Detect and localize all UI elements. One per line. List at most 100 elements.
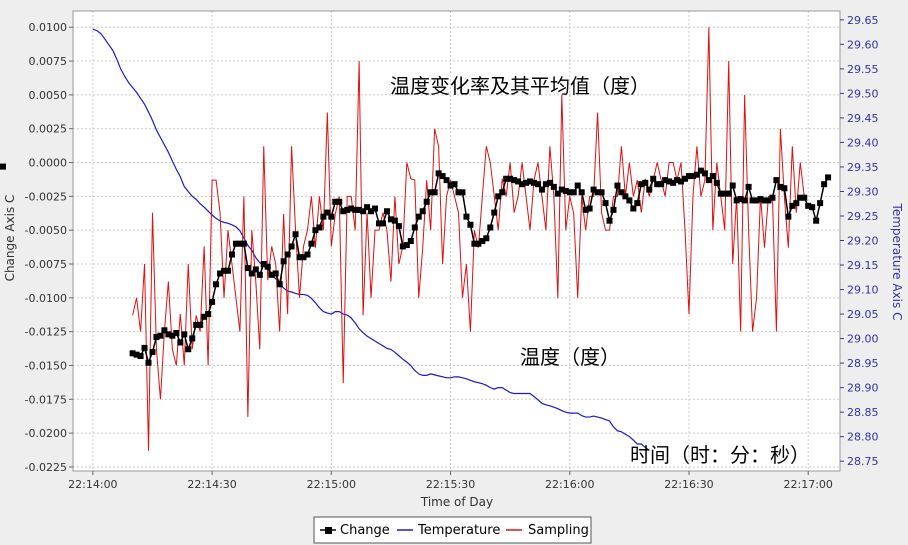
change-point (165, 331, 172, 338)
x-tick-label: 22:15:30 (426, 478, 475, 491)
change-point (511, 177, 518, 184)
change-point (781, 185, 788, 192)
change-point (312, 227, 319, 234)
change-point (737, 196, 744, 203)
change-point (423, 198, 430, 205)
change-point (228, 251, 235, 258)
x-tick-label: 22:14:30 (187, 478, 236, 491)
change-point (376, 220, 383, 227)
change-point (682, 175, 689, 182)
change-point (431, 189, 438, 196)
change-point (0, 163, 6, 170)
legend-frame (313, 516, 592, 544)
change-point (332, 198, 339, 205)
change-point (240, 240, 247, 247)
y-right-tick-label: 29.30 (847, 185, 879, 198)
series-sampling-line (132, 27, 805, 451)
y-right-tick-label: 29.65 (847, 14, 879, 27)
y-right-tick-label: 29.40 (847, 136, 879, 149)
change-point (169, 332, 176, 339)
legend: Change Temperature Sampling (313, 516, 592, 544)
y-right-tick-label: 28.85 (847, 406, 879, 419)
change-point (352, 206, 359, 213)
y-left-tick-label: -0.0200 (25, 427, 67, 440)
y-left-tick-label: -0.0075 (25, 258, 67, 271)
y-right-tick-label: 29.60 (847, 38, 879, 51)
change-point (507, 175, 514, 182)
change-point (272, 270, 279, 277)
y-left-tick-label: -0.0100 (25, 292, 67, 305)
change-point (801, 194, 808, 201)
change-point (546, 179, 553, 186)
change-point (189, 335, 196, 342)
change-point (570, 189, 577, 196)
change-point (356, 206, 363, 213)
change-point (201, 313, 208, 320)
change-point (666, 178, 673, 185)
change-point (578, 189, 585, 196)
y-axis-right-label: Temperature Axis C (890, 203, 904, 321)
change-point (479, 238, 486, 244)
change-point (447, 182, 454, 189)
change-point (650, 175, 657, 182)
change-point (173, 330, 180, 336)
change-point (733, 197, 740, 204)
change-point (697, 167, 704, 174)
series-temperature-line (92, 28, 650, 451)
change-point (701, 170, 708, 177)
change-point (789, 202, 796, 209)
change-point (451, 181, 458, 188)
change-point (368, 208, 375, 215)
change-point (638, 181, 645, 188)
change-point (236, 240, 243, 247)
change-point (455, 189, 462, 196)
change-point (467, 221, 474, 228)
change-point (586, 205, 593, 212)
change-point (534, 181, 541, 188)
change-point (793, 200, 800, 207)
y-right-tick-label: 29.45 (847, 112, 879, 125)
y-left-tick-label: 0.0100 (29, 21, 68, 34)
y-right-tick-label: 29.15 (847, 259, 879, 272)
y-left-tick-label: -0.0225 (25, 461, 67, 474)
change-point (654, 181, 661, 188)
change-point (387, 216, 394, 223)
change-point (662, 177, 669, 184)
change-point (320, 213, 327, 220)
change-point (316, 224, 323, 231)
y-right-tick-label: 28.80 (847, 431, 879, 444)
change-point (459, 189, 466, 196)
change-point (729, 182, 736, 189)
change-point (515, 178, 522, 185)
change-point (256, 271, 263, 278)
y-left-tick-label: -0.0025 (25, 190, 67, 203)
change-point (491, 209, 498, 216)
change-point (821, 181, 828, 188)
change-point (205, 311, 212, 318)
change-point (379, 220, 386, 227)
change-point (415, 213, 422, 220)
change-point (626, 197, 633, 204)
change-point (685, 173, 692, 180)
change-point (725, 190, 732, 197)
change-point (817, 200, 824, 207)
change-point (232, 240, 239, 247)
change-point (248, 270, 255, 277)
change-point (646, 186, 653, 193)
change-point (360, 208, 367, 215)
change-point (602, 200, 609, 207)
change-point (527, 178, 534, 185)
change-point (443, 177, 450, 184)
change-point (678, 178, 685, 185)
y-left-tick-label: 0.0000 (29, 157, 68, 170)
change-point (519, 181, 526, 188)
change-point (558, 186, 565, 193)
change-point (133, 351, 140, 358)
change-point (427, 189, 434, 196)
change-point (566, 189, 573, 196)
change-point (193, 321, 200, 328)
annotation-temperature: 温度（度） (520, 345, 620, 369)
y-left-tick-label: -0.0125 (25, 326, 67, 339)
change-point (221, 267, 228, 274)
change-point (157, 332, 164, 339)
